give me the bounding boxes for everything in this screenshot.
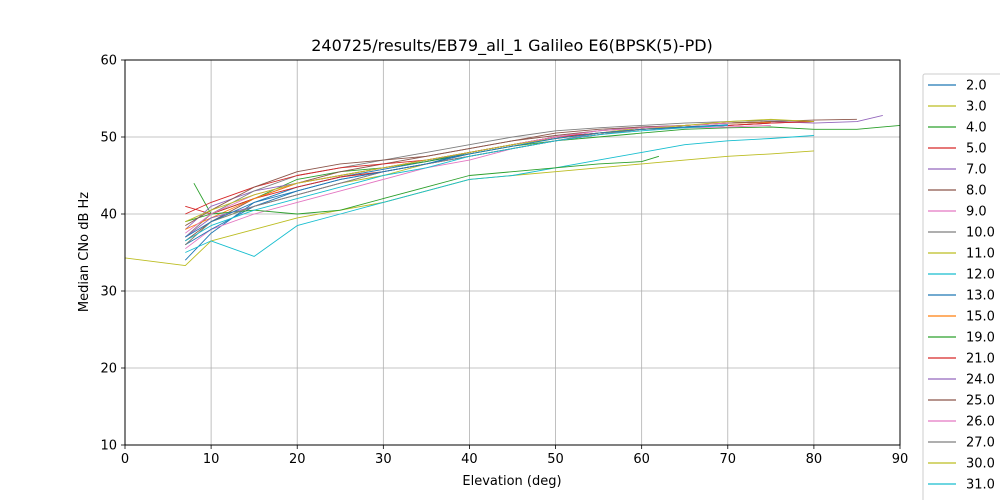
legend-label: 13.0 bbox=[966, 289, 995, 304]
legend-label: 15.0 bbox=[966, 310, 995, 325]
series-line-24.0 bbox=[185, 124, 728, 238]
legend-entry: 10.0 bbox=[928, 226, 995, 241]
chart-title: 240725/results/EB79_all_1 Galileo E6(BPS… bbox=[311, 36, 713, 56]
series-line-33.0 bbox=[185, 124, 728, 238]
series-line-11.0 bbox=[184, 121, 771, 246]
legend-label: 3.0 bbox=[966, 100, 987, 115]
legend-box bbox=[922, 73, 1000, 504]
legend-label: 30.0 bbox=[966, 457, 995, 472]
series-line-9.0 bbox=[185, 124, 771, 250]
legend-entry: 8.0 bbox=[928, 184, 987, 199]
y-tick-label: 60 bbox=[100, 54, 117, 69]
legend-label: 25.0 bbox=[966, 394, 995, 409]
x-tick-label: 10 bbox=[203, 452, 220, 467]
x-tick-label: 50 bbox=[547, 452, 564, 467]
legend-entry: 13.0 bbox=[928, 289, 995, 304]
series-line-30.0 bbox=[185, 118, 814, 223]
legend-label: 9.0 bbox=[966, 205, 987, 220]
series-line-21.0 bbox=[185, 121, 814, 215]
legend-entry: 21.0 bbox=[928, 352, 995, 367]
legend-label: 2.0 bbox=[966, 79, 987, 94]
series-line-5.0 bbox=[185, 121, 814, 215]
legend-label: 24.0 bbox=[966, 373, 995, 388]
x-axis-label: Elevation (deg) bbox=[462, 474, 561, 489]
legend-entry: 12.0 bbox=[928, 268, 995, 283]
legend-entry: 30.0 bbox=[928, 457, 995, 472]
legend-entry: 7.0 bbox=[928, 163, 987, 178]
series-line-27.0 bbox=[184, 124, 728, 246]
legend: 2.0 3.0 4.0 5.0 7.0 8.0 9.0 10.0 11.0 12.0 13.0 15.… bbox=[922, 73, 1000, 504]
legend-entry: 26.0 bbox=[928, 415, 995, 430]
y-axis: 10 20 30 40 50 60 bbox=[100, 54, 125, 454]
series-line-12.0 bbox=[185, 135, 814, 257]
x-tick-label: 60 bbox=[633, 452, 650, 467]
legend-entry: 27.0 bbox=[928, 436, 995, 451]
y-tick-label: 50 bbox=[100, 131, 117, 146]
x-tick-label: 70 bbox=[720, 452, 737, 467]
legend-entry: 15.0 bbox=[928, 310, 995, 325]
y-tick-label: 40 bbox=[100, 208, 117, 223]
y-tick-label: 10 bbox=[100, 439, 117, 454]
legend-label: 21.0 bbox=[966, 352, 995, 367]
x-tick-label: 80 bbox=[806, 452, 823, 467]
legend-entry: 3.0 bbox=[928, 100, 987, 115]
x-axis: 0 10 20 30 40 50 60 70 80 90 bbox=[121, 445, 908, 467]
plot-frame bbox=[124, 59, 901, 446]
x-tick-label: 20 bbox=[289, 452, 306, 467]
series-line-4.0 bbox=[193, 124, 901, 215]
legend-label: 5.0 bbox=[966, 142, 987, 157]
legend-label: 7.0 bbox=[966, 163, 987, 178]
legend-entry: 9.0 bbox=[928, 205, 987, 220]
x-tick-label: 40 bbox=[461, 452, 478, 467]
legend-label: 4.0 bbox=[966, 121, 987, 136]
y-tick-label: 30 bbox=[100, 285, 117, 300]
legend-entry: 2.0 bbox=[928, 79, 987, 94]
x-tick-label: 30 bbox=[375, 452, 392, 467]
legend-entry: 4.0 bbox=[928, 121, 987, 136]
legend-label: 27.0 bbox=[966, 436, 995, 451]
series-line-8.0 bbox=[185, 118, 857, 242]
legend-label: 12.0 bbox=[966, 268, 995, 283]
grid-layer bbox=[124, 59, 901, 446]
series-line-19.0 bbox=[185, 155, 660, 223]
legend-label: 26.0 bbox=[966, 415, 995, 430]
legend-entry: 5.0 bbox=[928, 142, 987, 157]
legend-entry: 11.0 bbox=[928, 247, 995, 262]
series-line-15.0 bbox=[185, 121, 771, 230]
legend-entry: 25.0 bbox=[928, 394, 995, 409]
legend-entry: 31.0 bbox=[928, 478, 995, 493]
series-line-31.0 bbox=[185, 124, 728, 242]
legend-label: 8.0 bbox=[966, 184, 987, 199]
series-line-13.0 bbox=[185, 124, 728, 246]
legend-entry: 24.0 bbox=[928, 373, 995, 388]
legend-label: 31.0 bbox=[966, 478, 995, 493]
x-tick-label: 0 bbox=[121, 452, 129, 467]
x-tick-label: 90 bbox=[892, 452, 909, 467]
series-line-7.0 bbox=[184, 114, 883, 230]
legend-label: 10.0 bbox=[966, 226, 995, 241]
y-tick-label: 20 bbox=[100, 362, 117, 377]
series-line-10.0 bbox=[184, 119, 814, 238]
legend-entry: 19.0 bbox=[928, 331, 995, 346]
legend-label: 19.0 bbox=[966, 331, 995, 346]
legend-label: 11.0 bbox=[966, 247, 995, 262]
series-layer bbox=[124, 114, 901, 267]
y-axis-label: Median CNo dB Hz bbox=[77, 192, 92, 312]
series-line-26.0 bbox=[185, 122, 728, 234]
legend-items: 2.0 3.0 4.0 5.0 7.0 8.0 9.0 10.0 11.0 12.0 13.0 15.… bbox=[928, 79, 995, 493]
